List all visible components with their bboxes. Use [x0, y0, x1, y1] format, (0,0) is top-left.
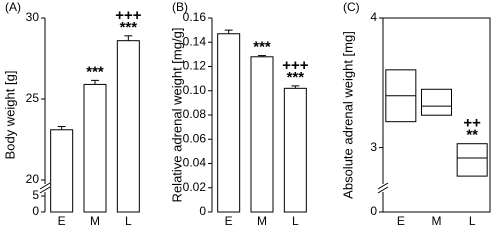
x-tick-label: E — [58, 214, 66, 228]
significance-marker: +++ — [282, 57, 309, 74]
bar — [250, 56, 274, 213]
significance-marker: *** — [287, 69, 305, 86]
y-tick-label: 0 — [199, 204, 206, 218]
y-tick-label: 20 — [26, 172, 40, 186]
y-tick-label: 0.14 — [183, 34, 207, 48]
bar — [116, 40, 140, 213]
y-axis-label: Body weight [g] — [2, 71, 17, 160]
y-tick-label: 5 — [32, 188, 39, 202]
x-tick-label: M — [257, 214, 267, 228]
x-tick-label: L — [125, 214, 132, 228]
x-tick-label: L — [469, 214, 476, 228]
bar — [83, 83, 107, 213]
y-tick-label: 0.06 — [183, 131, 207, 145]
y-tick-label: 0 — [32, 204, 39, 218]
significance-marker: *** — [120, 19, 138, 36]
x-tick-label: E — [397, 214, 405, 228]
y-tick-label: 0.04 — [183, 156, 207, 170]
significance-marker: *** — [253, 39, 271, 56]
y-tick-label: 30 — [26, 10, 40, 24]
panel-label: (A) — [5, 0, 21, 14]
axis-break-gap — [40, 184, 50, 192]
y-tick-label: 0.08 — [183, 107, 207, 121]
axis-break-mark — [39, 182, 51, 190]
panel-label: (C) — [343, 0, 360, 14]
y-tick-label: 3 — [370, 140, 377, 154]
box — [456, 143, 488, 177]
y-tick-label: 0 — [370, 204, 377, 218]
y-tick-label: 0.02 — [183, 180, 207, 194]
axis-break-mark — [377, 186, 389, 194]
y-tick-label: 4 — [370, 10, 377, 24]
box — [421, 88, 452, 116]
bar — [283, 87, 307, 213]
axis-break-gap — [378, 184, 388, 192]
page: (A) Body weight [g] 0 5 20 25 30 E M L *** *** +++ (B… — [2, 0, 491, 229]
x-tick-label: M — [432, 214, 442, 228]
significance-marker: *** — [86, 63, 104, 80]
y-axis-label: Relative adrenal weight [mg/g] — [169, 28, 184, 203]
y-tick-label: 0.10 — [183, 83, 207, 97]
y-tick-label: 0.12 — [183, 59, 207, 73]
significance-marker: +++ — [115, 7, 142, 24]
axis-break-mark — [377, 182, 389, 190]
panel-label: (B) — [172, 0, 188, 14]
axis-break-mark — [39, 186, 51, 194]
x-tick-label: L — [292, 214, 299, 228]
x-tick-label: M — [90, 214, 100, 228]
x-tick-label: E — [225, 214, 233, 228]
y-axis-label: Absolute adrenal weight [mg] — [340, 31, 355, 199]
bar — [217, 33, 241, 213]
y-tick-label: 25 — [26, 91, 40, 105]
y-tick-label: 0.16 — [183, 10, 207, 24]
significance-marker: ++ — [463, 115, 481, 132]
significance-marker: ** — [466, 127, 478, 144]
bar — [50, 129, 74, 213]
